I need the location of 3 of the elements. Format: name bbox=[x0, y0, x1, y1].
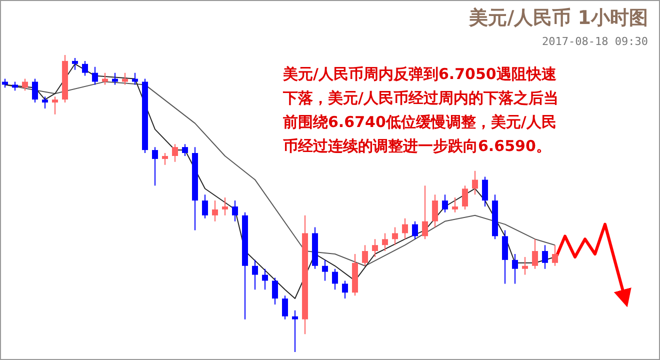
annotation: 美元/人民币周内反弹到6.7050遇阻快速下落，美元/人民币经过周内的下落之后当前围绕6.6740低位缓慢调整，美元/人民币经过连续的调整进一步跌向6.6590。 bbox=[283, 64, 560, 157]
chart-title: 美元/人民币 1小时图 bbox=[468, 7, 648, 29]
chart-subtitle: 2017-08-18 09:30 bbox=[542, 35, 648, 48]
